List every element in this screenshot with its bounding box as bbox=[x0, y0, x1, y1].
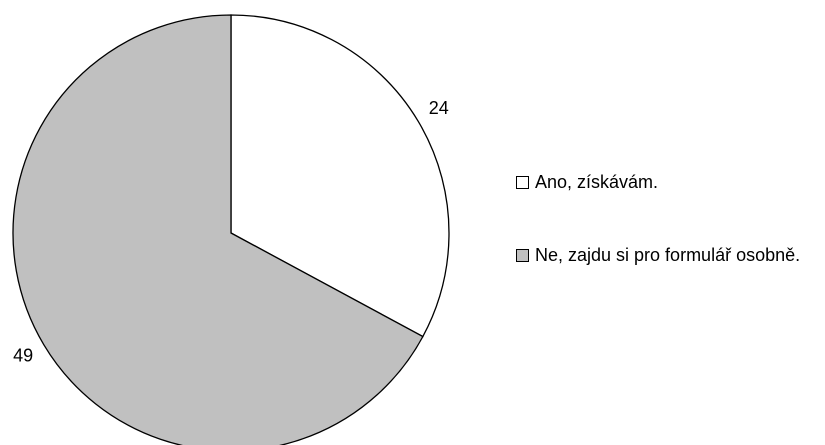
legend-swatch bbox=[516, 176, 529, 189]
pie-slice bbox=[230, 14, 450, 338]
legend-label: Ne, zajdu si pro formulář osobně. bbox=[535, 245, 801, 265]
data-label: 49 bbox=[13, 346, 33, 366]
legend-item: Ne, zajdu si pro formulář osobně. bbox=[516, 243, 816, 267]
data-label: 24 bbox=[429, 98, 449, 118]
legend-swatch bbox=[516, 249, 529, 262]
legend-label: Ano, získávám. bbox=[535, 172, 659, 192]
legend-item: Ano, získávám. bbox=[516, 170, 816, 194]
pie-slice bbox=[12, 14, 424, 445]
